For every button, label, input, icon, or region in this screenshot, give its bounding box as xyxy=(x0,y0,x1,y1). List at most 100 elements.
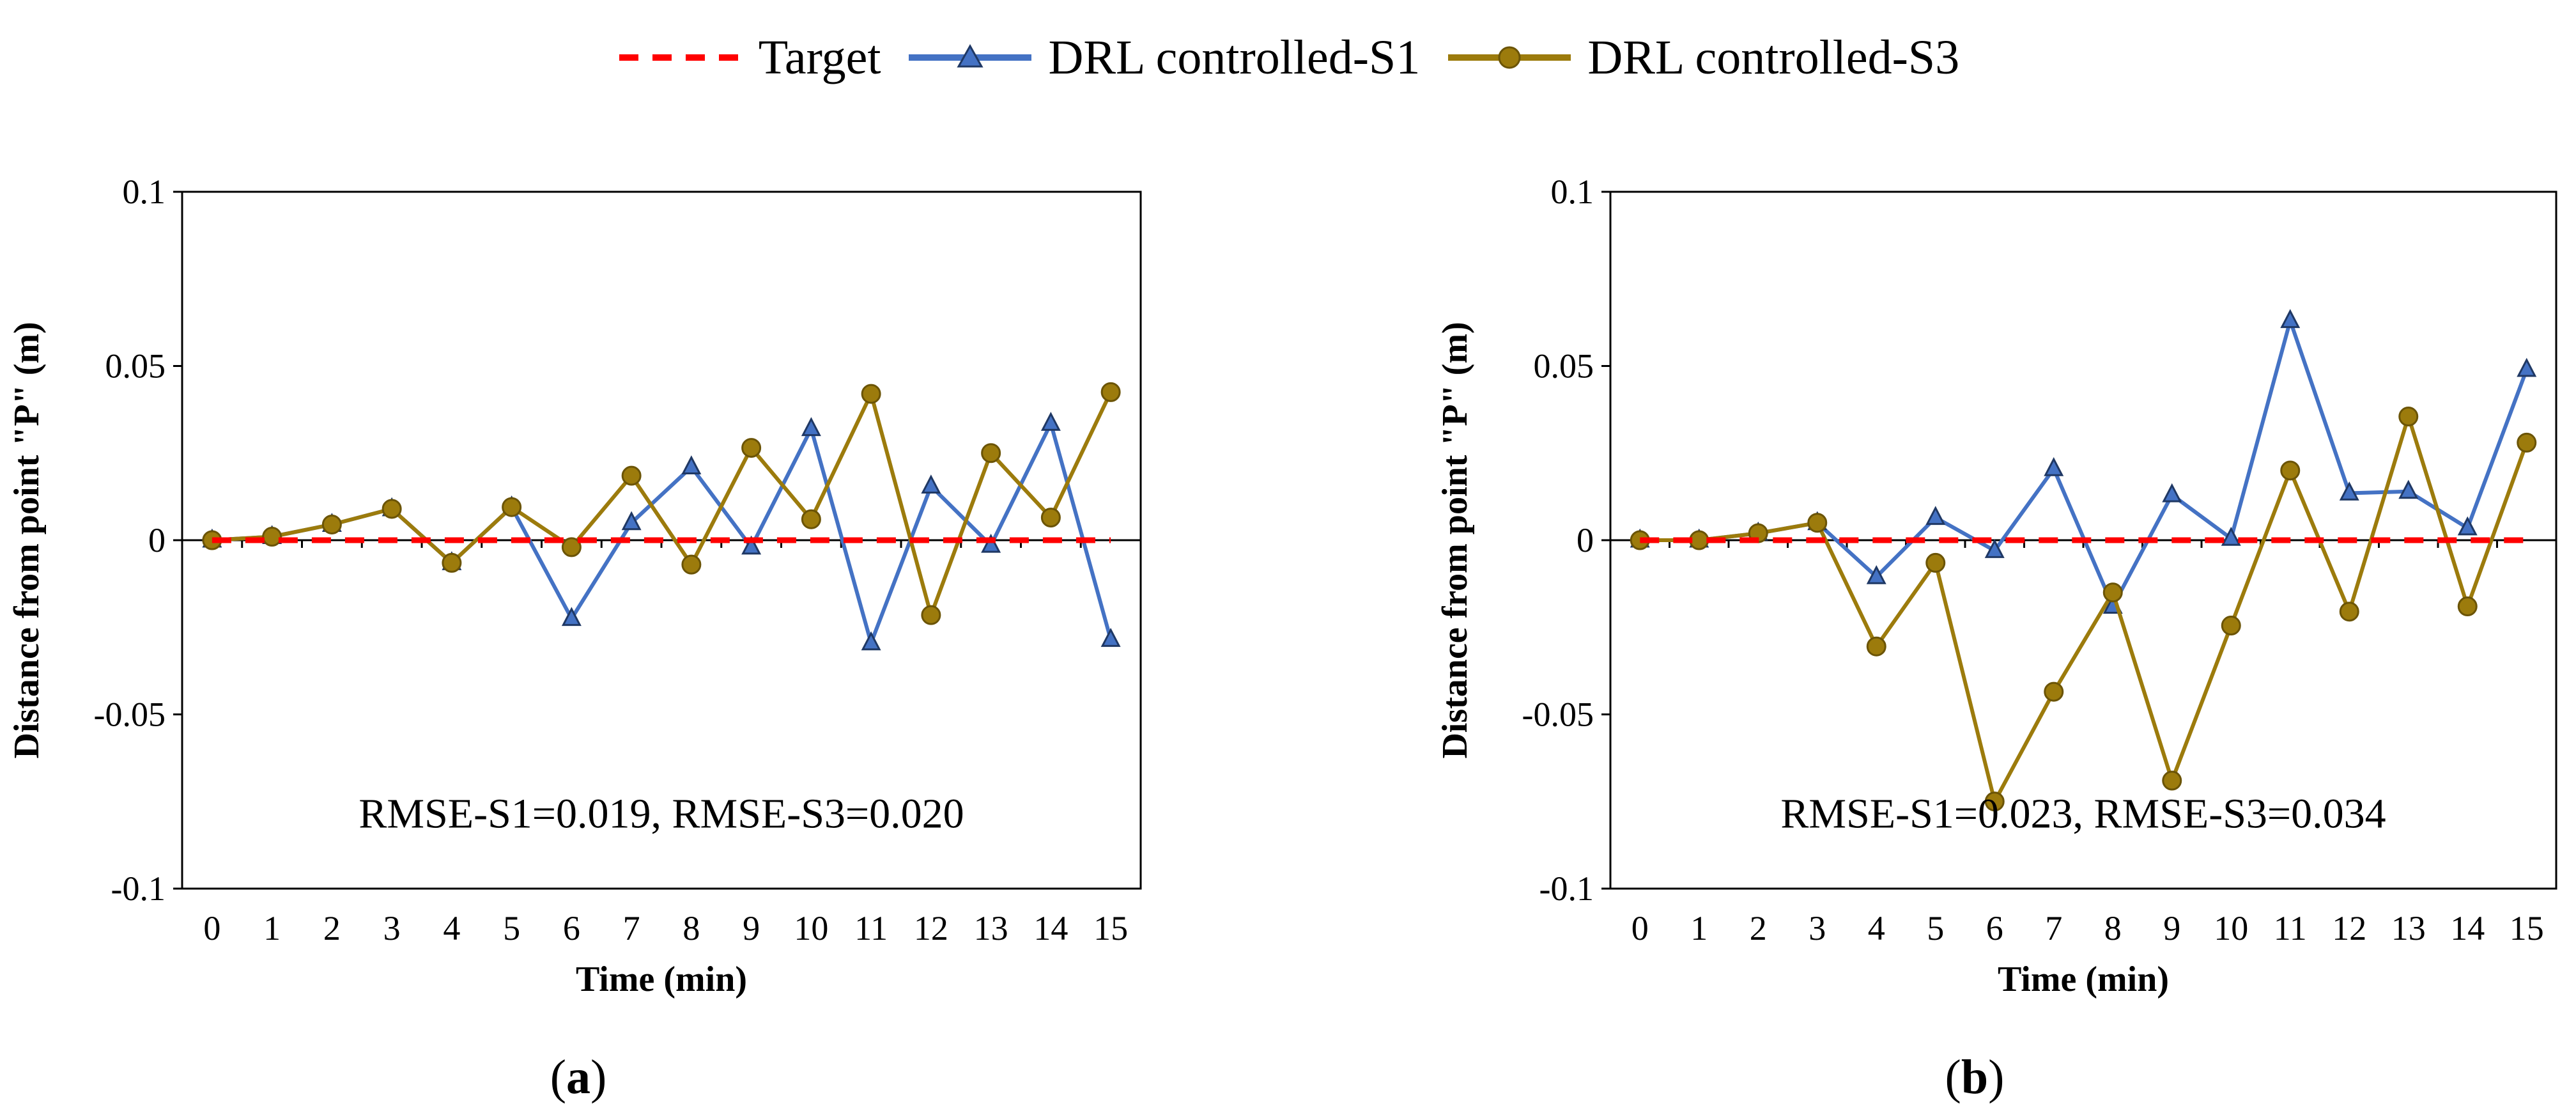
x-tick-label: 10 xyxy=(2214,909,2248,947)
x-tick-label: 2 xyxy=(323,909,341,947)
y-tick-label: 0.1 xyxy=(123,173,166,211)
legend-swatch-drl-controlled-s1 xyxy=(909,43,1032,68)
series-drl-controlled-s1 xyxy=(202,412,1121,651)
data-point xyxy=(921,605,941,625)
y-tick-label: 0 xyxy=(148,521,166,559)
legend: Target DRL controlled-S1 DRL controlled-S3 xyxy=(0,13,2576,102)
series-line-drl-controlled-s3 xyxy=(212,391,1113,618)
data-point xyxy=(502,497,522,517)
x-tick-label: 6 xyxy=(563,909,580,947)
data-point xyxy=(2280,460,2301,481)
panel-label: (b) xyxy=(1945,1050,2005,1104)
y-tick-label: 0.1 xyxy=(1551,173,1594,211)
series-drl-controlled-s1 xyxy=(1630,309,2537,614)
panel-label: (a) xyxy=(550,1050,607,1104)
legend-label: DRL controlled-S1 xyxy=(1048,31,1421,84)
y-axis-title: Distance from point "P" (m) xyxy=(7,322,47,758)
data-point xyxy=(2280,309,2301,329)
data-point xyxy=(2162,483,2182,502)
data-point xyxy=(2398,479,2419,499)
y-axis-title: Distance from point "P" (m) xyxy=(1435,322,1475,758)
chart-a: 0.10.050-0.05-0.10 1 2 3 4 5 6 7 8 9 10 11 12 13 14 15T… xyxy=(7,173,1142,1104)
data-point xyxy=(981,533,1001,553)
x-tick-label: 9 xyxy=(743,909,760,947)
x-tick-label: 0 xyxy=(203,909,220,947)
x-tick-label: 5 xyxy=(503,909,520,947)
x-tick-label: 12 xyxy=(914,909,948,947)
data-point xyxy=(2339,602,2359,622)
data-point xyxy=(2044,681,2064,702)
legend-item-drl-controlled-s1: DRL controlled-S1 xyxy=(906,33,1420,82)
data-point xyxy=(1984,539,2005,558)
x-tick-label: 15 xyxy=(1093,909,1128,947)
x-tick-label: 6 xyxy=(1986,909,2003,947)
x-tick-label: 4 xyxy=(1868,909,1885,947)
data-point xyxy=(442,552,462,573)
legend-item-drl-controlled-s3: DRL controlled-S3 xyxy=(1446,33,1959,82)
data-point xyxy=(2221,527,2241,546)
x-tick-label: 1 xyxy=(1690,909,1708,947)
series-drl-controlled-s3 xyxy=(202,382,1121,625)
data-point xyxy=(1040,412,1061,431)
x-tick-label: 4 xyxy=(443,909,460,947)
x-tick-label: 5 xyxy=(1927,909,1944,947)
x-tick-label: 1 xyxy=(263,909,281,947)
series-line-drl-controlled-s1 xyxy=(212,421,1113,645)
data-point xyxy=(382,499,402,519)
x-tick-label: 8 xyxy=(683,909,700,947)
y-tick-label: 0.05 xyxy=(105,347,166,385)
x-tick-label: 14 xyxy=(2450,909,2485,947)
rmse-annotation: RMSE-S1=0.019, RMSE-S3=0.020 xyxy=(359,791,964,837)
x-tick-label: 2 xyxy=(1750,909,1767,947)
x-axis-title: Time (min) xyxy=(1998,960,2169,999)
data-point xyxy=(741,535,762,555)
data-point xyxy=(621,511,642,531)
x-tick-label: 11 xyxy=(854,909,888,947)
data-point xyxy=(1100,628,1121,647)
data-point xyxy=(741,438,762,458)
data-point xyxy=(1866,636,1886,657)
data-point xyxy=(2517,432,2537,453)
y-tick-label: -0.05 xyxy=(1522,696,1594,734)
rmse-annotation: RMSE-S1=0.023, RMSE-S3=0.034 xyxy=(1780,791,2386,837)
data-point xyxy=(262,527,282,547)
x-tick-label: 8 xyxy=(2104,909,2122,947)
data-point xyxy=(2398,407,2419,427)
data-point xyxy=(321,514,342,534)
chart-b: 0.10.050-0.05-0.10 1 2 3 4 5 6 7 8 9 10 11 12 13 14 15T… xyxy=(1435,173,2557,1104)
data-point xyxy=(1925,552,1946,573)
data-point xyxy=(1689,530,1709,550)
data-point xyxy=(561,537,582,557)
data-point xyxy=(2221,616,2241,636)
data-point xyxy=(2044,457,2064,476)
x-tick-label: 14 xyxy=(1033,909,1068,947)
data-point xyxy=(1866,564,1886,584)
x-tick-label: 13 xyxy=(974,909,1008,947)
data-point xyxy=(2457,596,2478,617)
legend-label: DRL controlled-S3 xyxy=(1587,31,1960,84)
legend-swatch-drl-controlled-s3 xyxy=(1448,46,1571,69)
y-tick-label: -0.1 xyxy=(1539,869,1594,908)
x-tick-label: 7 xyxy=(623,909,640,947)
data-point xyxy=(2457,516,2478,536)
data-point xyxy=(2102,582,2123,603)
x-tick-label: 3 xyxy=(1809,909,1826,947)
y-tick-label: -0.1 xyxy=(111,869,166,908)
data-point xyxy=(861,631,881,651)
data-point xyxy=(1807,513,1828,533)
x-tick-label: 10 xyxy=(794,909,828,947)
y-tick-label: 0 xyxy=(1577,521,1594,559)
x-tick-label: 15 xyxy=(2510,909,2544,947)
data-point xyxy=(1100,382,1121,402)
data-point xyxy=(921,474,941,494)
legend-label: Target xyxy=(758,31,881,84)
data-point xyxy=(801,417,821,437)
data-point xyxy=(2162,770,2182,791)
data-point xyxy=(561,607,582,627)
legend-item-target: Target xyxy=(617,33,881,82)
series-line-drl-controlled-s3 xyxy=(1640,414,2529,804)
x-tick-label: 12 xyxy=(2332,909,2366,947)
x-tick-label: 3 xyxy=(383,909,401,947)
data-point xyxy=(1984,791,2005,812)
